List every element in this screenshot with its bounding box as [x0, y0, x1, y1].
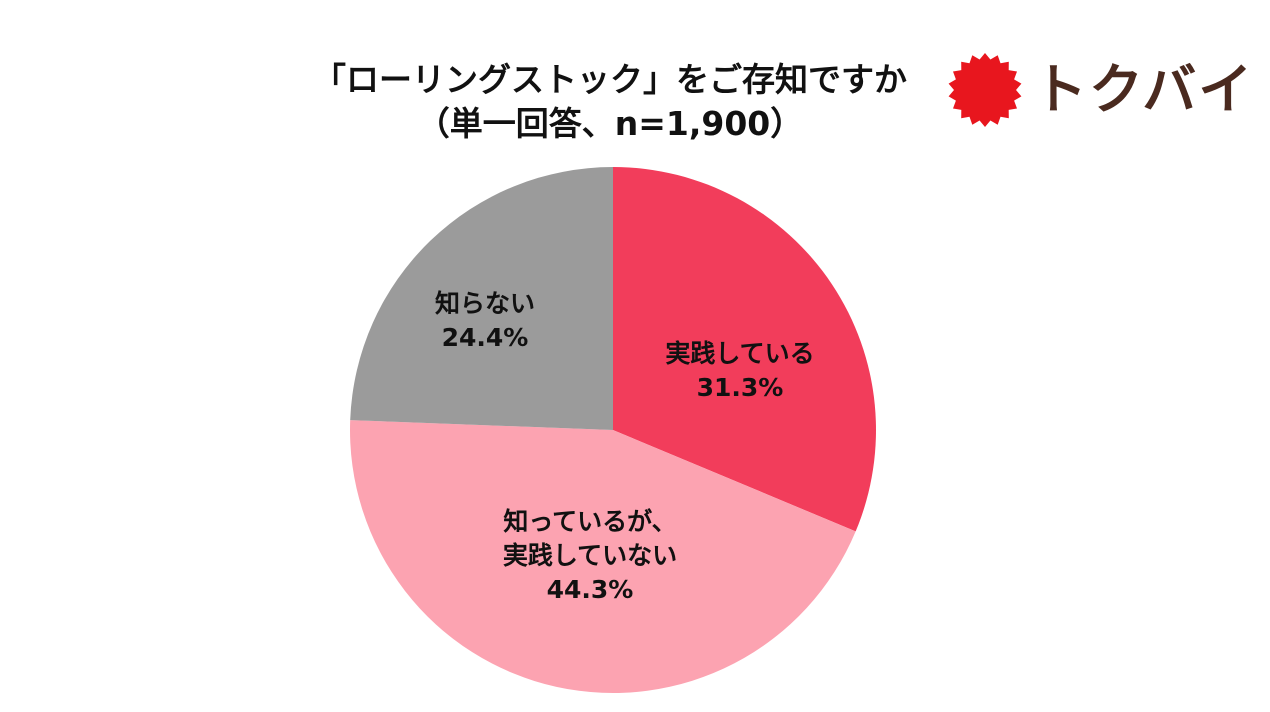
slice-category-0: 実践している — [665, 339, 814, 368]
slice-category-1: 実践していない — [503, 541, 677, 570]
pie-slice-1 — [350, 420, 856, 693]
chart-title-line1: 「ローリングストック」をご存知ですか — [313, 60, 907, 99]
tokubai-logo: トクバイ — [945, 50, 1252, 130]
pie-slice-0 — [613, 167, 876, 532]
slice-label-2: 知らない 24.4% — [435, 289, 535, 352]
slice-value-2: 24.4% — [442, 323, 529, 352]
pie-slice-2 — [350, 167, 613, 430]
slice-label-0: 実践している 31.3% — [665, 339, 814, 402]
slice-value-0: 31.3% — [697, 373, 784, 402]
chart-title-line2: （単一回答、n=1,900） — [416, 104, 804, 143]
chart-title: 「ローリングストック」をご存知ですか （単一回答、n=1,900） — [240, 58, 980, 146]
logo-text: トクバイ — [1033, 58, 1255, 121]
slice-label-1: 知っているが、実践していない 44.3% — [503, 507, 677, 604]
starburst-badge-icon — [948, 53, 1022, 127]
slice-value-1: 44.3% — [547, 575, 634, 604]
slice-category-2: 知らない — [435, 289, 535, 318]
slice-category-1: 知っているが、 — [503, 507, 676, 536]
